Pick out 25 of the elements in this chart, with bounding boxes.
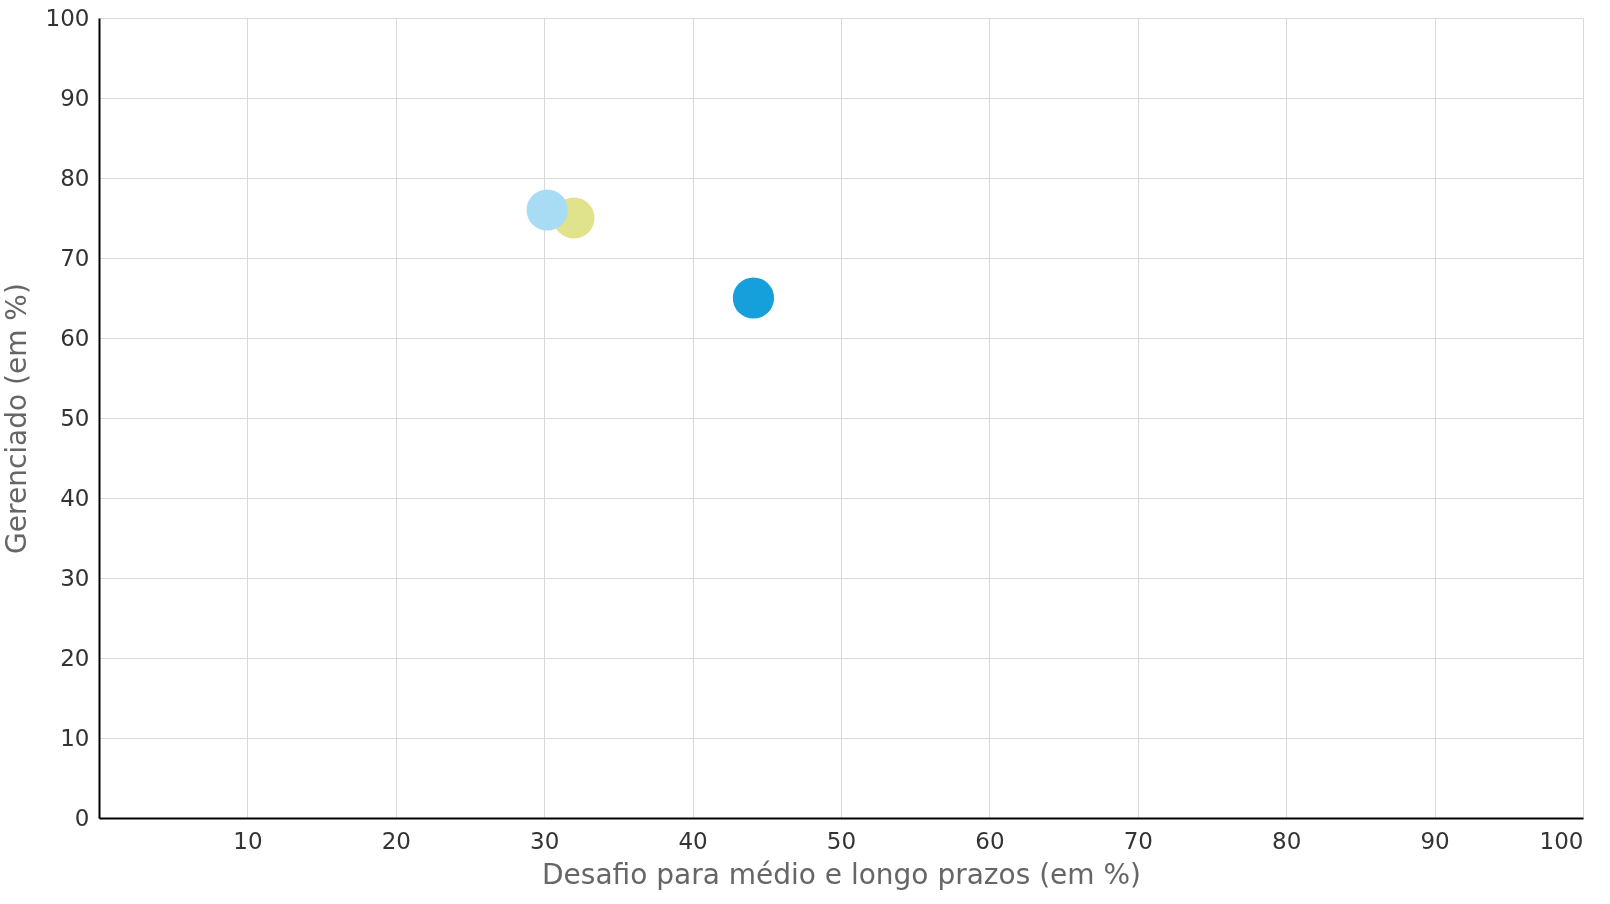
x-tick-label: 90 bbox=[1420, 827, 1450, 854]
y-tick-label: 30 bbox=[60, 564, 90, 591]
x-tick-label: 100 bbox=[1539, 827, 1584, 854]
x-tick-label: 50 bbox=[826, 827, 857, 854]
x-tick-label: 30 bbox=[530, 827, 560, 854]
x-tick-label: 80 bbox=[1272, 827, 1302, 854]
y-tick-label: 50 bbox=[60, 404, 90, 431]
x-tick-label: 40 bbox=[678, 827, 708, 854]
y-tick-label: 100 bbox=[45, 4, 90, 31]
y-tick-label: 40 bbox=[60, 484, 90, 511]
y-tick-label: 60 bbox=[60, 324, 90, 351]
x-tick-label: 70 bbox=[1123, 827, 1153, 854]
y-tick-label: 20 bbox=[60, 644, 90, 671]
x-tick-label: 10 bbox=[233, 827, 263, 854]
y-tick-label: 0 bbox=[74, 804, 90, 831]
point bbox=[732, 277, 775, 319]
x-tick-label: 60 bbox=[975, 827, 1005, 854]
y-axis-title: Gerenciado (em %) bbox=[0, 283, 33, 554]
x-axis-title: Desafio para médio e longo prazos (em %) bbox=[542, 857, 1141, 891]
point bbox=[526, 189, 568, 231]
y-tick-label: 70 bbox=[60, 244, 90, 271]
x-tick-label: 20 bbox=[381, 827, 411, 854]
y-tick-label: 80 bbox=[60, 164, 90, 191]
y-tick-label: 10 bbox=[60, 724, 90, 751]
y-tick-label: 90 bbox=[60, 84, 90, 111]
